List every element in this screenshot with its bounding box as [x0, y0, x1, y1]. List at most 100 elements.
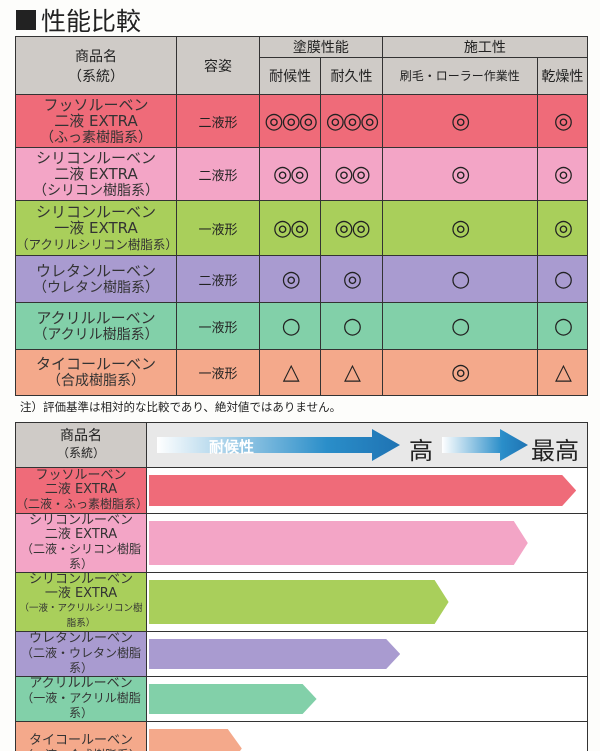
table-row: ウレタンルーベン （ウレタン樹脂系） 二液形 ◎ ◎ ○ ○: [15, 255, 589, 303]
product-type: （アクリル樹脂系）: [33, 326, 159, 343]
rating-brush: ◎: [381, 94, 538, 148]
product-name: フッソルーベン: [35, 468, 127, 483]
footnote: 注）評価基準は相対的な比較であり、絶対値ではありません。: [20, 400, 342, 414]
product-variant: 一液 EXTRA: [54, 218, 138, 237]
product-type: （一液・アクリル樹脂系）: [21, 691, 141, 720]
rating-brush: ◎: [381, 200, 538, 256]
chart-label-cell: シリコンルーベン 二液 EXTRA （二液・シリコン樹脂系）: [15, 513, 147, 573]
rating-weather: ◎: [258, 255, 322, 303]
axis-mark-highest: 最高: [531, 437, 579, 465]
chart-axis-header: 耐候性 高 最高: [147, 423, 587, 467]
section-title-text: 性能比較: [41, 7, 142, 36]
header-drying: 乾燥性: [536, 57, 589, 95]
chart-row: シリコンルーベン 一液 EXTRA （一液・アクリルシリコン樹脂系）: [15, 572, 588, 632]
bar-weather-resistance: [149, 729, 242, 751]
bar-cell: [146, 676, 588, 722]
product-name: アクリルルーベン: [29, 676, 133, 691]
product-name-cell: フッソルーベン 二液 EXTRA （ふっ素樹脂系）: [15, 94, 177, 148]
product-name-cell: シリコンルーベン 一液 EXTRA （アクリルシリコン樹脂系）: [15, 200, 178, 256]
product-variant: 二液 EXTRA: [44, 527, 118, 542]
product-name: タイコールーベン: [35, 355, 156, 373]
product-name: アクリルルーベン: [36, 308, 156, 327]
rating-durability: △: [320, 349, 383, 396]
product-name: シリコンルーベン: [28, 572, 133, 587]
rating-durability: ◎◎◎: [320, 94, 383, 148]
rating-weather: ◎◎: [258, 147, 322, 201]
product-variant: 二液 EXTRA: [44, 482, 118, 497]
chart-row: アクリルルーベン （一液・アクリル樹脂系）: [15, 676, 588, 722]
product-type: （アクリルシリコン樹脂系）: [16, 236, 178, 252]
rating-durability: ◎: [320, 255, 383, 303]
chart-label-cell: シリコンルーベン 一液 EXTRA （一液・アクリルシリコン樹脂系）: [15, 572, 147, 632]
chart-label-cell: ウレタンルーベン （二液・ウレタン樹脂系）: [15, 631, 147, 677]
product-type: （一液・合成樹脂系）: [21, 748, 141, 751]
product-name-cell: タイコールーベン （合成樹脂系）: [15, 349, 177, 396]
product-type: （ウレタン樹脂系）: [33, 279, 159, 296]
product-name: タイコールーベン: [28, 733, 133, 748]
rating-brush: ○: [381, 302, 538, 350]
rating-durability: ○: [320, 302, 383, 350]
rating-weather: ○: [258, 302, 322, 350]
axis-arrow-icon: [157, 429, 400, 461]
chart-row: タイコールーベン（一液・合成樹脂系）: [15, 721, 588, 751]
rating-drying: △: [536, 349, 589, 396]
bar-cell: [146, 467, 588, 514]
product-type: （シリコン樹脂系）: [33, 182, 159, 199]
form-cell: 一液形: [176, 349, 260, 396]
square-bullet-icon: [16, 10, 36, 30]
rating-weather: △: [258, 349, 322, 396]
form-cell: 一液形: [176, 302, 260, 350]
bar-weather-resistance: [149, 639, 400, 669]
chart-row: フッソルーベン 二液 EXTRA （二液・ふっ素樹脂系）: [15, 467, 588, 514]
weather-resistance-chart: 商品名 （系統） 耐候性 高 最高 フッソルーベン 二液 EXTRA （二液・ふっ素樹…: [15, 422, 588, 751]
form-cell: 二液形: [176, 255, 260, 303]
product-name: シリコンルーベン: [28, 513, 133, 528]
rating-durability: ◎◎: [320, 147, 383, 201]
rating-drying: ◎: [536, 94, 589, 148]
product-type: （二液・ウレタン樹脂系）: [20, 646, 141, 675]
bar-cell: [146, 572, 588, 632]
axis-label: 耐候性: [209, 438, 255, 456]
axis-mark-high: 高: [409, 437, 433, 465]
product-variant: 二液 EXTRA: [54, 164, 138, 183]
header-form: 容姿: [176, 36, 260, 95]
product-name-cell: シリコンルーベン 二液 EXTRA （シリコン樹脂系）: [15, 147, 177, 201]
form-cell: 二液形: [176, 94, 260, 148]
bar-weather-resistance: [149, 684, 317, 714]
header-product-name: 商品名 （系統）: [15, 36, 177, 95]
product-type: （合成樹脂系）: [47, 373, 145, 389]
rating-durability: ◎◎: [320, 200, 383, 256]
section-title: 性能比較: [16, 2, 141, 38]
bar-cell: [146, 513, 588, 573]
product-variant: 二液 EXTRA: [54, 111, 138, 130]
bar-cell: [146, 631, 588, 677]
table-row: シリコンルーベン 一液 EXTRA （アクリルシリコン樹脂系） 一液形 ◎◎ ◎◎ ◎ ◎: [15, 200, 589, 256]
chart-label-cell: フッソルーベン 二液 EXTRA （二液・ふっ素樹脂系）: [15, 467, 149, 514]
rating-weather: ◎◎◎: [258, 94, 322, 148]
form-cell: 二液形: [176, 147, 260, 201]
rating-drying: ○: [536, 255, 589, 303]
header-brush: 刷毛・ローラー作業性: [381, 57, 538, 95]
table-row: フッソルーベン 二液 EXTRA （ふっ素樹脂系） 二液形 ◎◎◎ ◎◎◎ ◎ ◎: [15, 94, 589, 148]
product-type: （二液・ふっ素樹脂系）: [16, 497, 149, 511]
bar-weather-resistance: [149, 580, 449, 624]
product-name: ウレタンルーベン: [28, 631, 133, 646]
table-row: アクリルルーベン （アクリル樹脂系） 一液形 ○ ○ ○ ○: [15, 302, 589, 350]
bar-weather-resistance: [149, 475, 576, 506]
form-cell: 一液形: [176, 200, 260, 256]
header-film-performance: 塗膜性能: [259, 36, 383, 58]
bar-weather-resistance: [149, 521, 528, 565]
header-durability: 耐久性: [320, 57, 383, 95]
chart-label-cell: タイコールーベン（一液・合成樹脂系）: [15, 721, 147, 751]
chart-row: シリコンルーベン 二液 EXTRA （二液・シリコン樹脂系）: [15, 513, 588, 573]
product-name: シリコンルーベン: [35, 202, 156, 221]
bar-cell: [146, 721, 588, 751]
table-row: タイコールーベン （合成樹脂系） 一液形 △ △ ◎ △: [15, 349, 589, 396]
chart-header-name: 商品名 （系統）: [15, 422, 147, 468]
table-row: シリコンルーベン 二液 EXTRA （シリコン樹脂系） 二液形 ◎◎ ◎◎ ◎ ◎: [15, 147, 589, 201]
product-name: ウレタンルーベン: [35, 261, 156, 280]
rating-drying: ◎: [536, 200, 589, 256]
product-type: （二液・シリコン樹脂系）: [20, 542, 141, 571]
chart-row: ウレタンルーベン （二液・ウレタン樹脂系）: [15, 631, 588, 677]
